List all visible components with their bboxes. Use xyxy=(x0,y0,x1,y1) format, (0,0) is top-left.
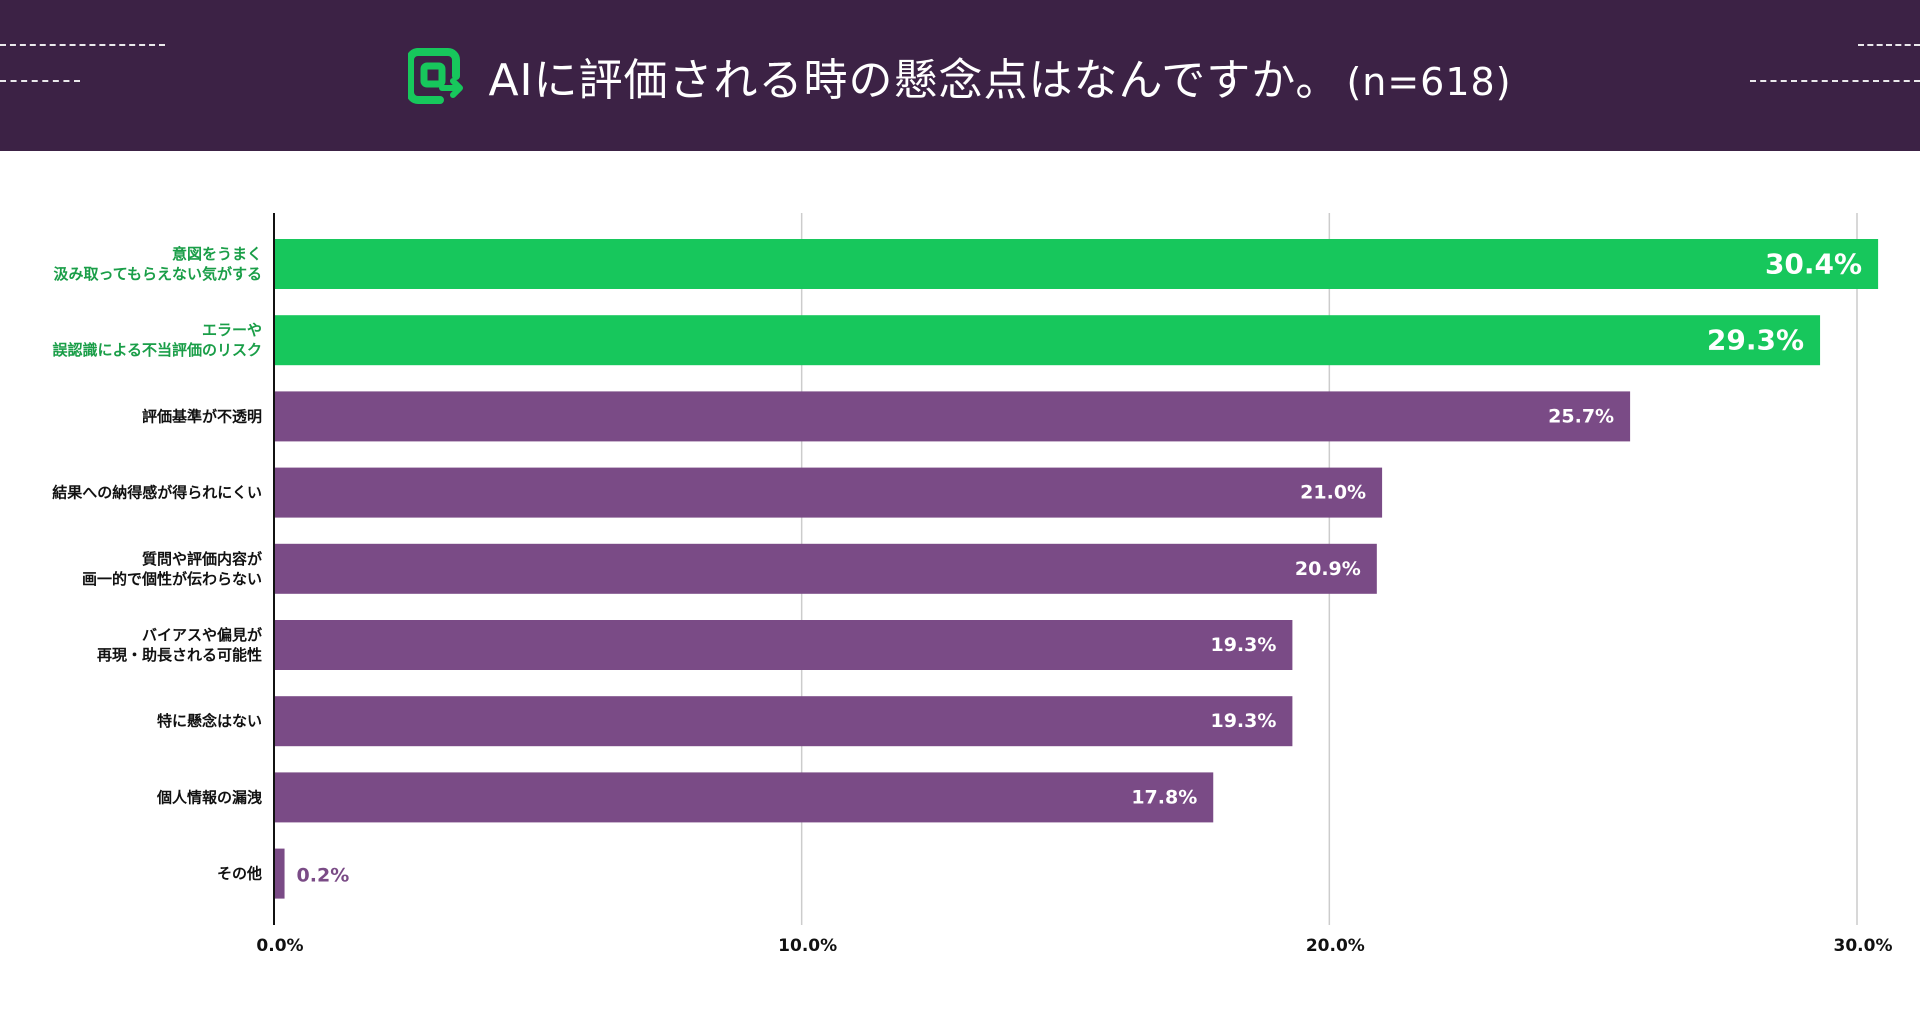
x-tick-label: 20.0% xyxy=(1306,936,1365,956)
category-label: 結果への納得感が得られにくい xyxy=(52,484,262,502)
bar xyxy=(274,239,1879,289)
category-label-line: バイアスや偏見が xyxy=(142,626,263,644)
title-row: AIに評価される時の懸念点はなんですか。 (n=618) xyxy=(0,0,1920,151)
value-label: 0.2% xyxy=(297,865,350,887)
decorative-dashes xyxy=(0,44,165,46)
value-label: 20.9% xyxy=(1295,558,1361,580)
bar xyxy=(274,315,1821,366)
category-label: 個人情報の漏洩 xyxy=(156,788,262,806)
decorative-dashes xyxy=(0,80,80,82)
value-label: 17.8% xyxy=(1131,786,1197,808)
chart-header: AIに評価される時の懸念点はなんですか。 (n=618) xyxy=(0,0,1920,151)
bar xyxy=(274,391,1631,442)
bar xyxy=(274,543,1377,594)
title-text: AIに評価される時の懸念点はなんですか。 xyxy=(488,54,1341,106)
category-label: 意図をうまく汲み取ってもらえない気がする xyxy=(53,245,262,283)
category-label-line: 誤認識による不当評価のリスク xyxy=(52,341,262,359)
x-tick-label: 30.0% xyxy=(1834,936,1893,956)
bar xyxy=(274,848,285,899)
category-label-line: エラーや xyxy=(202,321,262,339)
bar xyxy=(274,772,1214,823)
category-label-line: 画一的で個性が伝わらない xyxy=(82,570,262,588)
category-label: バイアスや偏見が再現・助長される可能性 xyxy=(97,626,263,664)
value-label: 25.7% xyxy=(1548,405,1614,427)
category-label: 評価基準が不透明 xyxy=(142,407,262,425)
category-label: 特に懸念はない xyxy=(157,712,262,730)
x-tick-label: 0.0% xyxy=(256,936,303,956)
logo-icon xyxy=(408,47,464,104)
bar xyxy=(274,467,1383,518)
category-label-line: 評価基準が不透明 xyxy=(142,407,262,425)
value-label: 30.4% xyxy=(1765,248,1862,281)
category-label-line: 意図をうまく xyxy=(172,245,262,263)
category-label: エラーや誤認識による不当評価のリスク xyxy=(52,321,262,359)
category-label: その他 xyxy=(217,865,262,883)
chart-title: AIに評価される時の懸念点はなんですか。 (n=618) xyxy=(488,44,1511,108)
decorative-dashes xyxy=(1750,80,1920,82)
bar xyxy=(274,696,1293,747)
category-label-line: 再現・助長される可能性 xyxy=(97,646,262,664)
sample-size: (n=618) xyxy=(1346,59,1512,104)
value-label: 19.3% xyxy=(1210,710,1276,732)
category-label-line: 質問や評価内容が xyxy=(142,550,263,568)
category-label-line: 結果への納得感が得られにくい xyxy=(52,484,262,502)
bar xyxy=(274,620,1293,670)
category-label-line: その他 xyxy=(217,865,262,883)
category-label: 質問や評価内容が画一的で個性が伝わらない xyxy=(82,550,263,588)
x-tick-label: 10.0% xyxy=(778,936,837,956)
category-label-line: 個人情報の漏洩 xyxy=(156,788,262,806)
value-label: 29.3% xyxy=(1707,324,1804,357)
decorative-dashes xyxy=(1858,44,1920,46)
category-label-line: 特に懸念はない xyxy=(157,712,262,730)
value-label: 19.3% xyxy=(1210,634,1276,656)
category-label-line: 汲み取ってもらえない気がする xyxy=(53,265,262,283)
bar-chart: 30.4% 意図をうまく汲み取ってもらえない気がする 29.3% エラーや誤認識による… xyxy=(52,213,1893,956)
value-label: 21.0% xyxy=(1300,482,1366,504)
